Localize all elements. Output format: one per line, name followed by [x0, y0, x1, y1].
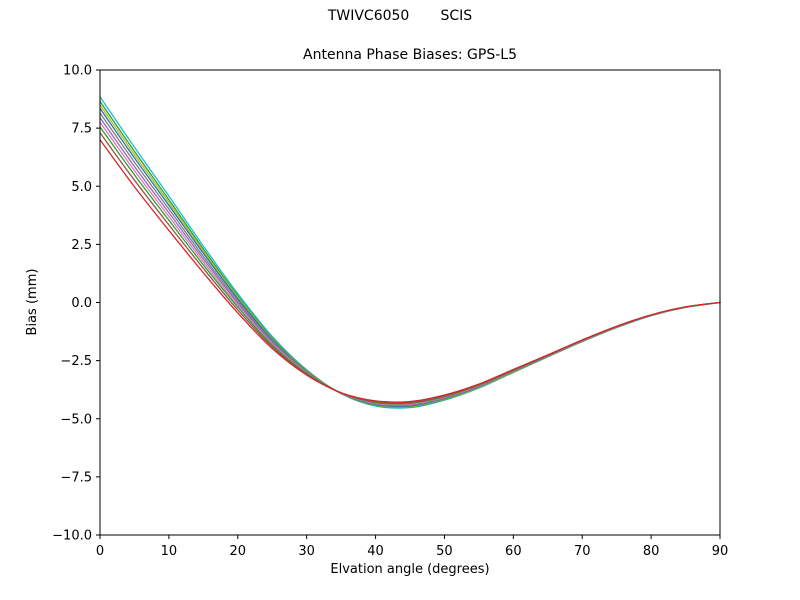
series-line: [99, 121, 721, 406]
x-tick-label: 20: [230, 544, 247, 559]
x-tick-label: 90: [712, 544, 729, 559]
series-line: [99, 139, 721, 403]
series-line: [99, 107, 721, 408]
y-axis-label: Bias (mm): [25, 269, 40, 336]
y-tick-label: 10.0: [63, 64, 92, 79]
y-tick-label: −10.0: [52, 529, 92, 544]
axes-title: Antenna Phase Biases: GPS-L5: [303, 47, 517, 63]
x-tick-label: 0: [96, 544, 104, 559]
y-tick-label: 7.5: [71, 122, 92, 137]
x-tick-label: 70: [574, 544, 591, 559]
y-tick-label: 2.5: [71, 238, 92, 253]
y-tick-label: −7.5: [60, 470, 92, 485]
x-tick-label: 50: [436, 544, 453, 559]
x-tick-label: 10: [161, 544, 178, 559]
figure-title: TWIVC6050 SCIS: [327, 8, 473, 24]
x-tick-label: 60: [505, 544, 522, 559]
ticks-layer: 0 10 20 30 40 50 60 70 80 90 −10.0 −7.5 −5.0 −2.5 0.0 2…: [52, 64, 728, 560]
axes-box: [99, 69, 721, 536]
series-line: [99, 132, 721, 404]
x-axis-label: Elvation angle (degrees): [330, 562, 489, 577]
y-tick-label: 0.0: [71, 296, 92, 311]
x-tick-label: 80: [643, 544, 660, 559]
y-tick-label: 5.0: [71, 180, 92, 195]
series-layer: [99, 96, 721, 409]
x-tick-label: 30: [298, 544, 315, 559]
x-tick-label: 40: [367, 544, 384, 559]
y-tick-label: −5.0: [60, 412, 92, 427]
series-line: [99, 126, 721, 405]
y-tick-label: −2.5: [60, 354, 92, 369]
series-line: [99, 117, 721, 406]
